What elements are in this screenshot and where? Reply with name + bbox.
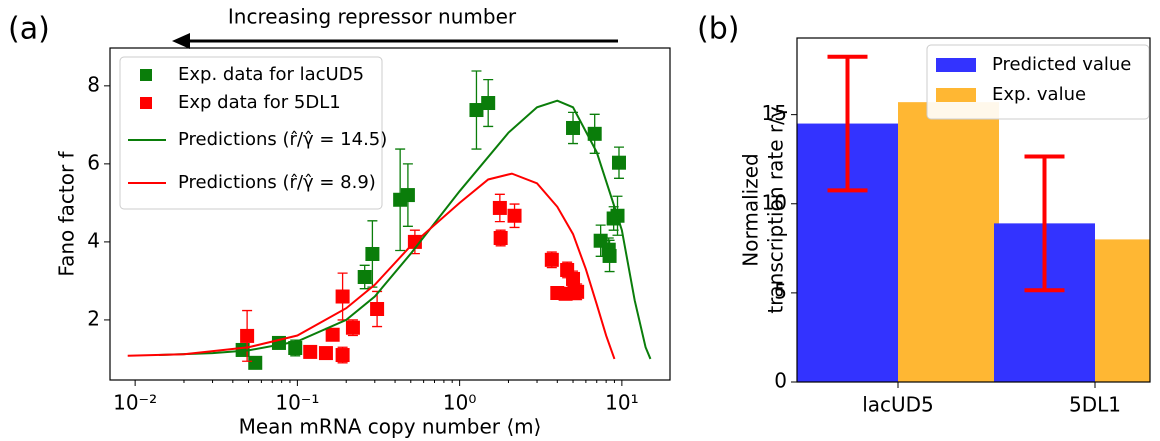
plot-frame bbox=[796, 37, 1151, 383]
data-point bbox=[469, 103, 484, 118]
y-tick-label: 0 bbox=[774, 369, 787, 393]
data-point bbox=[240, 328, 255, 343]
data-point bbox=[318, 346, 333, 361]
y-tick-label: 10 bbox=[762, 190, 787, 214]
bars bbox=[797, 102, 1150, 382]
legend-swatch bbox=[140, 97, 152, 109]
data-point bbox=[365, 246, 380, 261]
data-point bbox=[587, 126, 602, 141]
data-point bbox=[566, 120, 581, 135]
legend-swatch bbox=[140, 69, 152, 81]
y-axis-label: Fano factor f bbox=[55, 150, 79, 276]
y-tick-label: 5 bbox=[774, 279, 787, 303]
x-tick-label: 10⁰ bbox=[443, 391, 476, 415]
data-point bbox=[481, 96, 496, 111]
error-bar bbox=[827, 54, 868, 193]
data-point bbox=[370, 301, 385, 316]
data-point bbox=[345, 320, 360, 335]
legend-label: Predictions (r̂/γ̂ = 8.9) bbox=[178, 172, 376, 193]
data-point bbox=[507, 208, 522, 223]
data-point bbox=[544, 252, 559, 267]
data-point bbox=[303, 344, 318, 359]
data-point bbox=[566, 271, 581, 286]
panel-label: (b) bbox=[697, 12, 739, 47]
data-point bbox=[335, 348, 350, 363]
legend-label: Exp. value bbox=[992, 84, 1086, 105]
legend-label: Exp data for 5DL1 bbox=[178, 92, 341, 113]
prediction-line bbox=[158, 99, 652, 360]
legend-label: Exp. data for lacUD5 bbox=[178, 64, 364, 85]
x-tick-label: 5DL1 bbox=[1069, 393, 1121, 417]
x-tick-label: 10¹ bbox=[605, 391, 638, 415]
y-axis-label: Normalized bbox=[739, 153, 763, 266]
arrow-head bbox=[172, 33, 190, 49]
y-axis-label: transcription rate r/γ bbox=[764, 106, 788, 313]
x-tick-label: 10⁻² bbox=[113, 391, 157, 415]
legend-box bbox=[926, 44, 1150, 120]
legend-label: Predicted value bbox=[992, 54, 1131, 75]
data-point bbox=[492, 200, 507, 215]
error-bar bbox=[1024, 154, 1065, 293]
annotation: Increasing repressor number bbox=[228, 5, 517, 29]
panel-a: 10⁻² 10⁻¹ 10⁰ 10¹ 2 4 6 8 Exp. data for lacUD5 Ex… bbox=[87, 47, 671, 415]
plot-frame bbox=[109, 47, 671, 381]
x-axis-label: Mean mRNA copy number ⟨m⟩ bbox=[239, 415, 542, 439]
x-tick-label: 10⁻¹ bbox=[275, 391, 319, 415]
legend-label: Predictions (r̂/γ̂ = 14.5) bbox=[178, 129, 387, 150]
y-tick-label: 15 bbox=[762, 101, 787, 125]
data-point bbox=[493, 230, 508, 245]
data-point bbox=[400, 188, 415, 203]
data-point bbox=[570, 284, 585, 299]
legend-box bbox=[119, 56, 383, 210]
y-tick-label: 8 bbox=[87, 72, 100, 96]
legend-swatch bbox=[936, 88, 976, 102]
data-point bbox=[357, 270, 372, 285]
data-point bbox=[335, 289, 350, 304]
y-tick-label: 4 bbox=[87, 228, 100, 252]
y-tick-label: 6 bbox=[87, 150, 100, 174]
data-point bbox=[611, 155, 626, 170]
data-point bbox=[248, 355, 263, 370]
prediction-line bbox=[127, 172, 616, 360]
data-point bbox=[288, 341, 303, 356]
y-tick-label: 2 bbox=[87, 306, 100, 330]
panel-b: lacUD5 5DL1 0 5 10 15 Predicted value Exp. valu… bbox=[762, 37, 1151, 417]
data-point bbox=[602, 248, 617, 263]
panel-label: (a) bbox=[8, 12, 50, 47]
x-tick-label: lacUD5 bbox=[862, 393, 934, 417]
bar bbox=[1095, 239, 1150, 382]
legend-swatch bbox=[936, 58, 976, 72]
data-point bbox=[325, 327, 340, 342]
bar bbox=[898, 102, 999, 382]
